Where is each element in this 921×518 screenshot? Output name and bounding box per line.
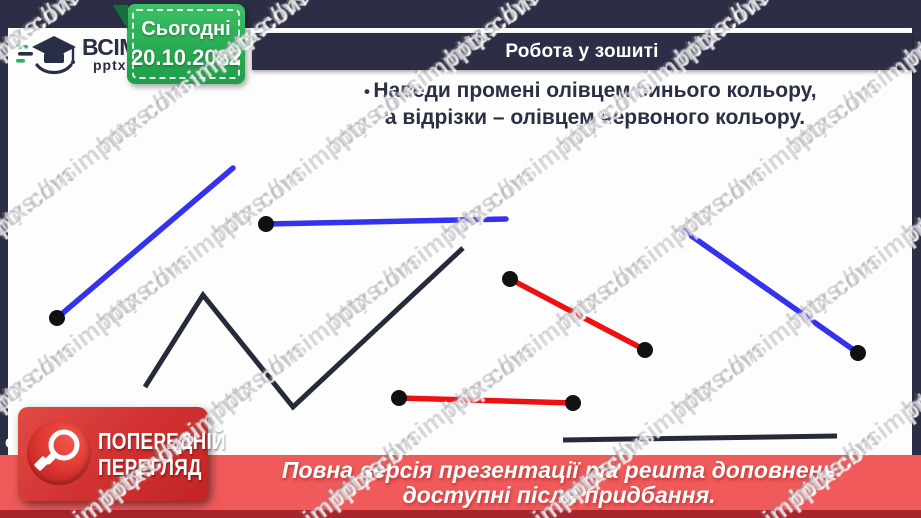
- red-segment: [507, 276, 648, 353]
- slide-title: Робота у зошиті: [505, 40, 659, 62]
- logo-title: ВСІМ: [82, 34, 138, 60]
- footer-line-1: Повна версія презентації та решта доповн…: [281, 457, 837, 483]
- footer-strip: [0, 510, 921, 518]
- date-badge-dashed-border: [132, 9, 240, 79]
- slide-background: [8, 28, 912, 456]
- blue-ray: [680, 227, 861, 356]
- footer-line-2: доступні після придбання.: [402, 482, 716, 508]
- date-badge: Сьогодні 20.10.2022: [113, 4, 245, 84]
- red-segment: [396, 395, 576, 406]
- endpoint-dot: [637, 342, 653, 358]
- brand-logo: ВСІМ pptx: [16, 32, 138, 82]
- blue-ray: [54, 165, 236, 321]
- task-line-1: Наведи промені олівцем синього кольору,: [373, 79, 817, 102]
- broken-line: [562, 433, 838, 443]
- task-text: • Наведи промені олівцем синього кольору…: [352, 77, 838, 131]
- graduation-cap-icon: [16, 36, 76, 75]
- logo-text: ВСІМ pptx: [82, 34, 138, 73]
- date-badge-date: 20.10.2022: [130, 44, 242, 70]
- endpoint-dot: [502, 271, 518, 287]
- logo-subtitle: pptx: [93, 57, 127, 73]
- slide-header: Робота у зошиті: [252, 33, 912, 70]
- bullet-point: •: [364, 82, 370, 101]
- preview-badge-line-2: ПЕРЕГЛЯД: [98, 454, 202, 480]
- corner-letter: C: [5, 435, 16, 452]
- endpoint-dot: [565, 395, 581, 411]
- magnifier-circle: [27, 421, 91, 485]
- endpoint-dot: [391, 390, 407, 406]
- preview-badge: ПОПЕРЕДНІЙ ПЕРЕГЛЯД: [18, 407, 226, 501]
- broken-line: [142, 246, 465, 411]
- magnifier-icon: [34, 429, 80, 471]
- endpoint-dot: [850, 345, 866, 361]
- preview-badge-line-1: ПОПЕРЕДНІЙ: [98, 428, 226, 454]
- endpoint-dot: [258, 216, 274, 232]
- task-line-2: а відрізки – олівцем червоного кольору.: [384, 106, 806, 129]
- endpoint-dot: [49, 310, 65, 326]
- date-badge-label: Сьогодні: [141, 17, 231, 40]
- blue-ray: [263, 216, 509, 227]
